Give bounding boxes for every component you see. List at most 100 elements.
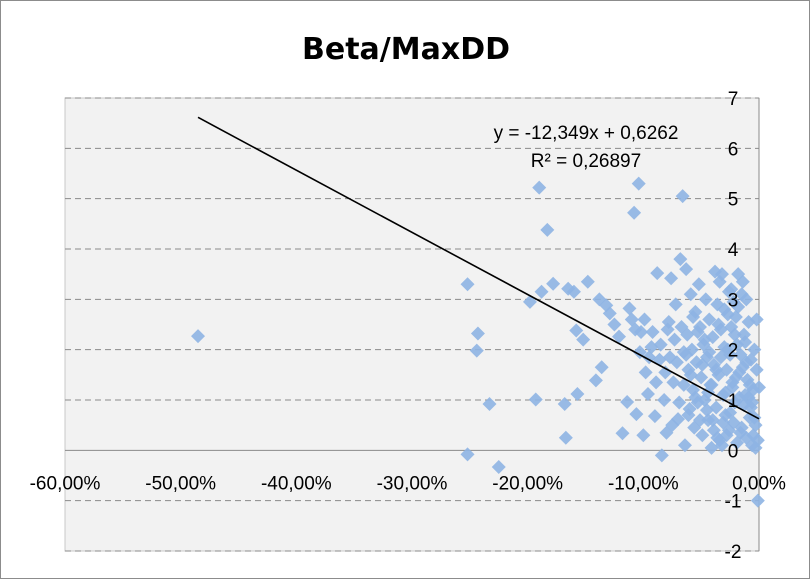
x-tick-labels: -60,00% -50,00% -40,00% -30,00% -20,00% -10,0…: [30, 473, 786, 494]
x-tick-label-5: -10,00%: [608, 473, 679, 494]
data-point-19: [576, 332, 591, 347]
data-point-154: [672, 395, 687, 410]
data-points: [191, 176, 766, 508]
data-point-38: [640, 386, 655, 401]
data-point-43: [654, 448, 669, 463]
y-tick-label-4: 2: [728, 341, 739, 362]
data-point-145: [693, 413, 708, 428]
data-point-141: [702, 345, 717, 360]
data-point-148: [686, 309, 701, 324]
data-point-142: [699, 403, 714, 418]
data-point-32: [627, 205, 642, 220]
data-point-121: [748, 440, 763, 455]
data-point-122: [746, 428, 761, 443]
data-point-153: [674, 320, 689, 335]
y-tick-label-2: 0: [728, 441, 739, 462]
data-point-174: [712, 274, 727, 289]
data-point-21: [588, 373, 603, 388]
data-point-167: [628, 322, 643, 337]
y-tick-label-8: 6: [728, 139, 739, 160]
data-point-136: [713, 350, 728, 365]
data-point-6: [491, 459, 506, 474]
data-point-27: [612, 329, 627, 344]
data-point-5: [482, 397, 497, 412]
x-tick-label-3: -30,00%: [377, 473, 448, 494]
data-point-13: [557, 397, 572, 412]
data-point-166: [632, 345, 647, 360]
data-point-164: [642, 350, 657, 365]
data-point-184: [710, 430, 725, 445]
data-point-30: [622, 301, 637, 316]
data-point-144: [695, 357, 710, 372]
data-point-128: [732, 365, 747, 380]
data-point-77: [704, 440, 719, 455]
data-point-17: [569, 323, 584, 338]
data-point-147: [688, 390, 703, 405]
data-point-4: [469, 343, 484, 358]
trendline-r-squared: R² = 0,26897: [531, 151, 641, 172]
y-tick-label-6: 4: [728, 240, 739, 261]
x-tick-label-1: -50,00%: [145, 473, 216, 494]
data-point-132: [723, 405, 738, 420]
data-point-16: [566, 284, 581, 299]
data-point-172: [721, 284, 736, 299]
data-point-159: [660, 322, 675, 337]
data-point-51: [673, 252, 688, 267]
data-point-9: [532, 180, 547, 195]
data-point-130: [727, 395, 742, 410]
data-point-160: [658, 365, 673, 380]
data-point-146: [690, 325, 705, 340]
data-point-1: [460, 277, 475, 292]
data-point-143: [697, 332, 712, 347]
data-point-55: [679, 262, 694, 277]
y-tick-label-5: 3: [728, 290, 739, 311]
data-point-11: [540, 222, 555, 237]
x-tick-label-6: 0,00%: [732, 473, 786, 494]
data-point-127: [734, 420, 749, 435]
data-point-34: [631, 176, 646, 191]
data-point-52: [675, 189, 690, 204]
data-point-0: [191, 329, 206, 344]
y-tick-label-7: 5: [728, 190, 739, 211]
grid-lines: [65, 97, 759, 552]
data-point-114: [747, 342, 762, 357]
trendline: [197, 116, 760, 420]
data-point-37: [638, 365, 653, 380]
data-point-33: [629, 407, 644, 422]
data-point-40: [647, 409, 662, 424]
data-point-150: [681, 408, 696, 423]
data-point-180: [728, 309, 743, 324]
data-point-3: [470, 326, 485, 341]
data-point-41: [650, 266, 665, 281]
data-point-118: [749, 312, 764, 327]
data-point-175: [745, 395, 760, 410]
data-point-133: [720, 342, 735, 357]
data-point-49: [668, 297, 683, 312]
data-point-152: [676, 377, 691, 392]
data-point-163: [645, 325, 660, 340]
data-point-177: [742, 377, 757, 392]
data-point-29: [620, 395, 635, 410]
data-point-181: [724, 320, 739, 335]
data-point-178: [738, 387, 753, 402]
data-point-170: [731, 267, 746, 282]
data-point-72: [698, 292, 713, 307]
y-tick-label-0: -2: [725, 542, 742, 563]
chart-title: Beta/MaxDD: [302, 32, 510, 67]
data-point-179: [733, 347, 748, 362]
data-point-25: [602, 306, 617, 321]
data-point-149: [683, 367, 698, 382]
y-tick-label-3: 1: [728, 391, 739, 412]
data-point-20: [580, 274, 595, 289]
data-point-36: [636, 428, 651, 443]
data-point-161: [653, 337, 668, 352]
x-tick-label-2: -40,00%: [261, 473, 332, 494]
data-point-173: [717, 302, 732, 317]
data-point-14: [558, 430, 573, 445]
data-point-47: [664, 271, 679, 286]
data-point-10: [534, 284, 549, 299]
data-point-120: [750, 493, 765, 508]
data-point-171: [726, 294, 741, 309]
data-point-44: [657, 393, 672, 407]
data-point-138: [709, 362, 724, 377]
